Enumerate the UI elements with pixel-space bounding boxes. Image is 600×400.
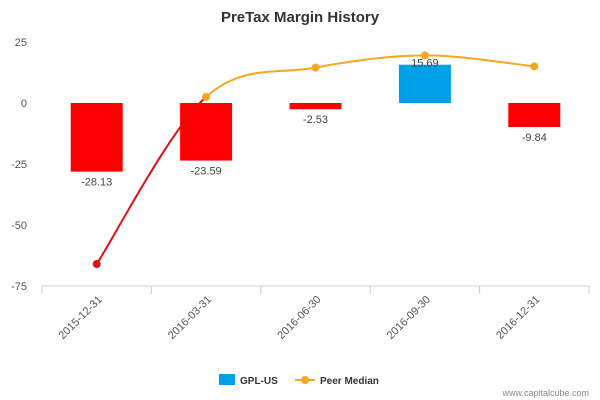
y-tick-label: -75 [11, 281, 27, 293]
peer-median-line-segment [95, 96, 207, 265]
bar-2016-06-30[interactable] [289, 103, 342, 110]
x-tick-label: 2016-06-30 [275, 294, 323, 342]
y-tick-label: -50 [11, 220, 27, 232]
bar-2016-12-31[interactable] [508, 103, 561, 128]
y-axis: 25 0 -25 -50 -75 [11, 37, 27, 293]
y-tick-label: 0 [21, 98, 27, 110]
data-label: -23.59 [190, 166, 221, 178]
peer-median-point-2016-06-30[interactable] [311, 63, 320, 72]
legend-label-peer[interactable]: Peer Median [320, 376, 379, 387]
data-label: -9.84 [522, 132, 547, 144]
peer-median-point-2015-12-31[interactable] [92, 260, 101, 269]
chart-title: PreTax Margin History [221, 9, 380, 26]
footer-credit[interactable]: www.capitalcube.com [501, 388, 589, 398]
bar-series [70, 64, 561, 172]
bar-2016-03-31[interactable] [180, 103, 233, 161]
peer-median-line-segment [315, 54, 425, 69]
x-axis: 2015-12-31 2016-03-31 2016-06-30 2016-09-30… [41, 285, 590, 342]
bar-2015-12-31[interactable] [70, 103, 123, 172]
data-label: 15.69 [411, 58, 439, 70]
y-tick-label: 25 [15, 37, 27, 49]
peer-median-line-segment [205, 66, 316, 98]
x-tick-label: 2015-12-31 [57, 294, 105, 342]
legend: GPL-US Peer Median [219, 374, 379, 387]
peer-median-point-2016-09-30[interactable] [420, 51, 429, 60]
peer-median-series [92, 51, 539, 269]
x-tick-label: 2016-12-31 [494, 294, 542, 342]
peer-median-point-2016-03-31[interactable] [202, 92, 211, 101]
legend-swatch-gpl[interactable] [219, 374, 235, 385]
bar-2016-09-30[interactable] [398, 64, 451, 103]
peer-median-point-2016-12-31[interactable] [530, 62, 539, 71]
x-tick-label: 2016-03-31 [166, 294, 214, 342]
data-label: -2.53 [303, 114, 328, 126]
data-label: -28.13 [81, 177, 112, 189]
peer-median-line-segment [424, 54, 535, 68]
data-labels: -28.13 -23.59 -2.53 15.69 -9.84 [81, 58, 547, 189]
y-tick-label: -25 [11, 159, 27, 171]
legend-label-gpl[interactable]: GPL-US [240, 376, 278, 387]
x-tick-label: 2016-09-30 [385, 294, 433, 342]
legend-swatch-peer-marker[interactable] [301, 376, 309, 384]
